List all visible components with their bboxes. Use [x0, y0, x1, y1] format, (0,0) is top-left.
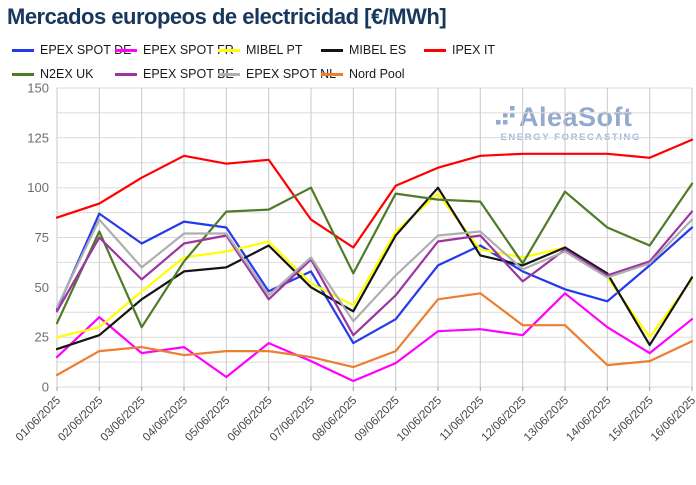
- legend-swatch-icon: [12, 48, 34, 52]
- x-axis-label: 13/06/2025: [522, 395, 571, 444]
- x-axis-label: 15/06/2025: [607, 395, 656, 444]
- y-axis-label: 0: [42, 380, 49, 395]
- legend-swatch-icon: [321, 72, 343, 76]
- aleasoft-logo-dots-icon: [496, 120, 501, 125]
- legend-item-nord-pool: Nord Pool: [321, 67, 424, 81]
- aleasoft-logo-dots-icon: [503, 120, 508, 125]
- legend-swatch-icon: [424, 48, 446, 52]
- legend-label: Nord Pool: [349, 67, 405, 81]
- legend-label: MIBEL ES: [349, 43, 407, 57]
- y-axis-label: 125: [27, 130, 49, 145]
- series-line-epex-spot-nl: [55, 218, 694, 323]
- legend-swatch-icon: [115, 48, 137, 52]
- x-axis-label: 12/06/2025: [480, 395, 529, 444]
- x-axis-label: 01/06/2025: [14, 395, 63, 444]
- legend-item-mibel-es: MIBEL ES: [321, 43, 424, 57]
- legend-swatch-icon: [115, 72, 137, 76]
- x-axis-label: 06/06/2025: [226, 395, 275, 444]
- legend-item-epex-spot-de: EPEX SPOT DE: [12, 43, 131, 57]
- legend-item-n2ex-uk: N2EX UK: [12, 67, 115, 81]
- y-axis-label: 50: [35, 280, 49, 295]
- x-axis-label: 04/06/2025: [141, 395, 190, 444]
- y-axis-label: 75: [35, 230, 49, 245]
- legend-label: EPEX SPOT BE: [143, 67, 234, 81]
- legend-item-epex-spot-fr: EPEX SPOT FR: [115, 43, 234, 57]
- series-line-epex-spot-de: [55, 212, 694, 345]
- watermark-brand: AleaSoft: [519, 102, 633, 132]
- series-line-n2ex-uk: [55, 182, 694, 329]
- aleasoft-logo-dots-icon: [503, 113, 508, 118]
- y-axis-label: 100: [27, 180, 49, 195]
- x-axis-label: 16/06/2025: [649, 395, 696, 444]
- series-line-epex-spot-be: [55, 210, 694, 337]
- x-axis-label: 08/06/2025: [310, 395, 359, 444]
- series-line-ipex-it: [55, 138, 694, 249]
- x-axis-label: 14/06/2025: [564, 395, 613, 444]
- x-axis-label: 03/06/2025: [99, 395, 148, 444]
- legend-item-epex-spot-nl: EPEX SPOT NL: [218, 67, 336, 81]
- legend-swatch-icon: [321, 48, 343, 52]
- legend-label: N2EX UK: [40, 67, 94, 81]
- legend-item-epex-spot-be: EPEX SPOT BE: [115, 67, 234, 81]
- x-axis-label: 02/06/2025: [56, 395, 105, 444]
- aleasoft-logo-dots-icon: [510, 106, 515, 111]
- chart-legend: EPEX SPOT DE EPEX SPOT FR MIBEL PT MIBEL ES…: [12, 38, 527, 86]
- x-axis-label: 09/06/2025: [353, 395, 402, 444]
- series-line-nord-pool: [55, 292, 694, 377]
- legend-swatch-icon: [12, 72, 34, 76]
- x-axis-label: 05/06/2025: [183, 395, 232, 444]
- series-line-mibel-es: [55, 186, 694, 351]
- legend-swatch-icon: [218, 72, 240, 76]
- legend-item-ipex-it: IPEX IT: [424, 43, 527, 57]
- y-axis-label: 25: [35, 330, 49, 345]
- x-axis-label: 10/06/2025: [395, 395, 444, 444]
- legend-label: EPEX SPOT NL: [246, 67, 337, 81]
- legend-swatch-icon: [218, 48, 240, 52]
- aleasoft-logo-dots-icon: [510, 113, 515, 118]
- x-axis-label: 07/06/2025: [268, 395, 317, 444]
- chart-title: Mercados europeos de electricidad [€/MWh…: [7, 4, 447, 29]
- legend-label: IPEX IT: [452, 43, 496, 57]
- legend-label: EPEX SPOT DE: [40, 43, 132, 57]
- legend-label: MIBEL PT: [246, 43, 303, 57]
- legend-label: EPEX SPOT FR: [143, 43, 234, 57]
- y-axis-label: 150: [27, 82, 49, 96]
- legend-item-mibel-pt: MIBEL PT: [218, 43, 321, 57]
